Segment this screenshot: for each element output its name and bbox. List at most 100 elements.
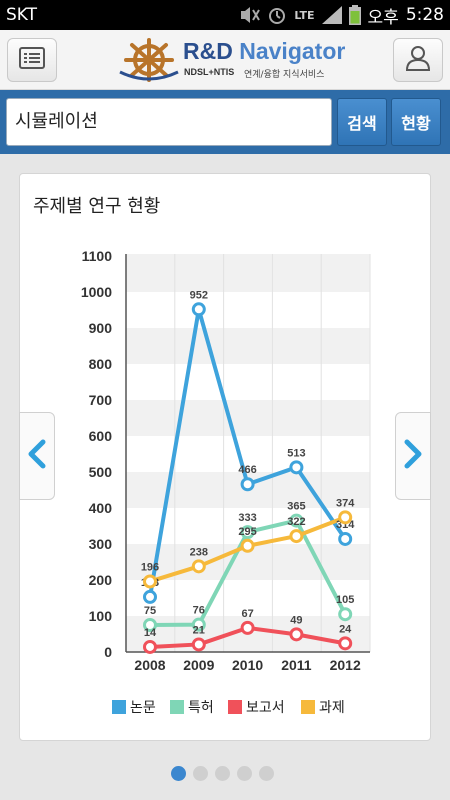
x-tick-label: 2009 <box>183 657 214 673</box>
data-point <box>338 510 353 525</box>
data-label: 238 <box>190 546 208 558</box>
data-label: 67 <box>241 608 253 620</box>
chevron-right-icon <box>403 439 423 473</box>
grid-band <box>126 254 370 256</box>
data-point <box>143 574 157 589</box>
data-label: 49 <box>290 614 302 626</box>
signal-icon <box>321 6 342 24</box>
card-title: 주제별 연구 현황 <box>33 196 161 217</box>
legend-swatch <box>228 700 242 714</box>
y-tick-label: 600 <box>89 428 113 444</box>
app-logo: R&D Navigator NDSL+NTIS 연계/융합 지식서비스 <box>118 36 345 84</box>
data-label: 105 <box>336 594 354 606</box>
search-input[interactable]: 시뮬레이션 <box>6 98 332 146</box>
page-dot[interactable] <box>193 766 208 781</box>
menu-button[interactable] <box>7 38 57 82</box>
data-point <box>338 531 353 546</box>
y-tick-label: 900 <box>89 320 113 336</box>
data-label: 365 <box>287 501 305 513</box>
status-bar: SKT LTE 오후 5:28 <box>0 0 450 30</box>
data-point <box>289 513 304 528</box>
chart-card: 주제별 연구 현황 0 100 200 300 400 500 600 700 800 900 10… <box>19 173 431 741</box>
y-tick-label: 800 <box>89 356 113 372</box>
data-label: 14 <box>144 627 157 639</box>
line-chart: 0 100 200 300 400 500 600 700 800 900 1000 1100 2008… <box>81 248 371 716</box>
grid-band <box>126 400 370 436</box>
data-label: 322 <box>287 516 305 528</box>
status-button[interactable]: 현황 <box>391 98 441 146</box>
y-tick-label: 1100 <box>82 248 113 264</box>
logo-title: R&D Navigator <box>183 38 345 65</box>
data-point <box>240 525 255 540</box>
data-point <box>289 627 304 642</box>
data-point <box>143 639 157 654</box>
legend-swatch <box>301 700 315 714</box>
data-point <box>143 618 157 632</box>
legend-label: 특허 <box>188 700 214 716</box>
logo-title-navigator: Navigator <box>239 38 346 64</box>
data-label: 333 <box>238 512 256 524</box>
y-tick-label: 400 <box>89 500 113 516</box>
carrier-label: SKT <box>6 5 38 25</box>
previous-button[interactable] <box>19 412 55 500</box>
page-indicator <box>171 766 274 781</box>
x-tick-label: 2008 <box>134 657 165 673</box>
data-point <box>240 620 255 635</box>
y-tick-label: 100 <box>89 608 113 624</box>
battery-icon <box>348 5 361 25</box>
data-label: 374 <box>336 497 355 509</box>
data-label: 196 <box>141 561 159 573</box>
ampm-label: 오후 <box>367 7 399 28</box>
data-label: 295 <box>238 526 256 538</box>
search-button[interactable]: 검색 <box>337 98 387 146</box>
data-point <box>289 529 304 544</box>
data-label: 21 <box>193 624 205 636</box>
grid-band <box>126 328 370 364</box>
data-point <box>338 607 353 622</box>
x-tick-label: 2010 <box>232 657 263 673</box>
logo-title-rd: R&D <box>183 38 233 64</box>
user-icon <box>405 45 431 75</box>
alarm-icon <box>267 5 287 25</box>
data-point <box>191 637 206 652</box>
next-button[interactable] <box>395 412 431 500</box>
data-point <box>191 559 206 574</box>
y-tick-label: 700 <box>89 392 113 408</box>
legend-label: 과제 <box>319 700 345 716</box>
app-header: R&D Navigator NDSL+NTIS 연계/융합 지식서비스 <box>0 30 450 90</box>
y-tick-label: 0 <box>104 644 112 660</box>
data-label: 75 <box>144 605 156 617</box>
data-point <box>240 477 255 492</box>
user-button[interactable] <box>393 38 443 82</box>
data-point <box>143 589 157 604</box>
list-icon <box>19 47 45 73</box>
y-tick-label: 500 <box>89 464 113 480</box>
page-dot[interactable] <box>259 766 274 781</box>
ship-wheel-icon <box>118 36 180 88</box>
y-tick-label: 1000 <box>81 284 112 300</box>
page-dot[interactable] <box>171 766 186 781</box>
data-point <box>191 617 206 632</box>
clock: 5:28 <box>405 5 444 25</box>
legend-label: 보고서 <box>246 700 285 716</box>
data-label: 952 <box>190 289 208 301</box>
y-tick-label: 300 <box>89 536 113 552</box>
x-tick-label: 2012 <box>330 657 361 673</box>
lte-label: LTE <box>294 8 315 22</box>
page-dot[interactable] <box>215 766 230 781</box>
chevron-left-icon <box>27 439 47 473</box>
legend-swatch <box>170 700 184 714</box>
data-label: 513 <box>287 447 305 459</box>
legend-swatch <box>112 700 126 714</box>
y-tick-label: 200 <box>89 572 113 588</box>
data-point <box>338 636 353 651</box>
data-label: 466 <box>238 464 256 476</box>
search-bar: 시뮬레이션 검색 현황 <box>0 90 450 154</box>
page-dot[interactable] <box>237 766 252 781</box>
data-label: 24 <box>339 623 352 635</box>
status-icons: LTE 오후 5:28 <box>238 3 444 28</box>
logo-subtitle-left: NDSL+NTIS <box>184 67 235 77</box>
logo-subtitle-right: 연계/융합 지식서비스 <box>244 70 325 80</box>
x-tick-label: 2011 <box>281 657 312 673</box>
data-label: 76 <box>193 605 205 617</box>
